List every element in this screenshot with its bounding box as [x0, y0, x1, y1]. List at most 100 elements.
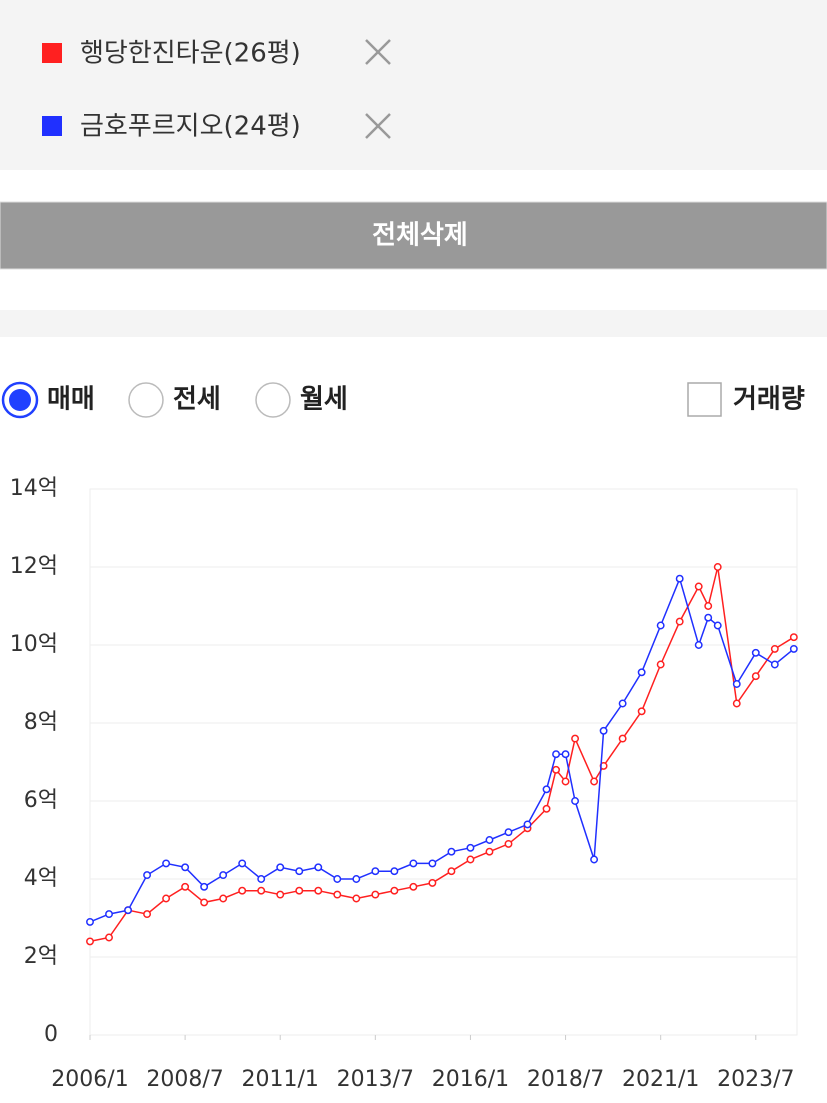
radio-label[interactable]: 매매 — [47, 385, 95, 415]
point — [694, 582, 703, 591]
radio-label[interactable]: 월세 — [300, 385, 348, 415]
delete-all-button[interactable]: 전체삭제 — [0, 201, 827, 270]
point — [200, 898, 209, 907]
point — [409, 882, 418, 891]
point — [552, 750, 560, 759]
point — [390, 867, 399, 876]
series-line — [89, 576, 795, 923]
point — [409, 859, 418, 868]
point — [428, 859, 437, 868]
point — [162, 894, 171, 903]
checkbox[interactable] — [687, 382, 722, 417]
point — [504, 839, 513, 848]
radio-group: 매매 전세 월세 — [1, 381, 348, 419]
divider — [0, 310, 827, 337]
x-tick-label: 2006/1 — [51, 1067, 128, 1092]
point — [314, 886, 323, 895]
point — [447, 867, 456, 876]
plot-frame — [89, 488, 798, 1036]
x-tick-label: 2016/1 — [432, 1067, 509, 1092]
point — [238, 859, 247, 868]
filter-item: 행당한진타운(26평) — [42, 39, 391, 69]
point — [770, 660, 779, 669]
y-tick-label: 0 — [44, 1022, 58, 1047]
point — [295, 886, 304, 895]
point — [618, 699, 627, 708]
point — [789, 644, 798, 653]
point — [295, 867, 304, 876]
point — [656, 621, 665, 630]
point — [219, 871, 228, 880]
point — [162, 859, 171, 868]
color-swatch — [42, 43, 62, 63]
y-tick-label: 14억 — [10, 476, 58, 501]
x-tick-label: 2018/7 — [527, 1067, 604, 1092]
point — [590, 777, 599, 786]
button-label[interactable]: 전체삭제 — [372, 221, 468, 251]
point — [105, 910, 113, 919]
point — [466, 843, 475, 852]
y-tick-label: 12억 — [10, 554, 58, 579]
button-bg[interactable] — [0, 201, 827, 270]
series-line — [89, 566, 795, 943]
point — [105, 933, 113, 942]
checkbox-label[interactable]: 거래량 — [733, 385, 805, 415]
point — [86, 937, 94, 946]
point — [428, 878, 437, 887]
point — [314, 863, 323, 872]
point — [552, 765, 560, 774]
y-tick-label: 2억 — [24, 944, 58, 969]
filter-label: 행당한진타운(26평) — [80, 39, 301, 69]
volume-checkbox[interactable]: 거래량 — [687, 382, 805, 417]
point — [181, 882, 190, 891]
point — [542, 785, 551, 794]
point — [590, 855, 599, 864]
point — [143, 910, 152, 919]
point — [181, 863, 190, 872]
point — [656, 660, 665, 669]
point — [713, 621, 722, 630]
point — [694, 641, 703, 649]
remove-icon[interactable] — [365, 39, 391, 65]
point — [571, 797, 580, 805]
point — [732, 699, 741, 708]
point — [523, 820, 532, 829]
point — [599, 726, 608, 735]
point — [219, 894, 228, 903]
point — [675, 617, 684, 626]
point — [333, 875, 342, 883]
point — [542, 804, 551, 813]
point — [466, 855, 475, 864]
point — [561, 777, 570, 786]
radio-dot[interactable] — [9, 389, 31, 411]
filter-panel — [0, 0, 827, 170]
remove-icon[interactable] — [365, 113, 391, 139]
x-tick-label: 2021/1 — [622, 1067, 699, 1092]
x-tick-label: 2023/7 — [717, 1067, 794, 1092]
point — [124, 906, 132, 915]
radio[interactable] — [128, 382, 164, 418]
radio[interactable] — [255, 382, 291, 418]
point — [257, 875, 266, 883]
point — [704, 613, 713, 622]
point — [485, 847, 494, 856]
point — [704, 602, 713, 610]
radio-label[interactable]: 전세 — [173, 385, 221, 415]
point — [390, 886, 399, 895]
point — [751, 672, 760, 681]
point — [352, 894, 361, 903]
x-tick-label: 2013/7 — [337, 1067, 414, 1092]
x-tick-label: 2008/7 — [146, 1067, 223, 1092]
point — [276, 890, 285, 899]
filter-item: 금호푸르지오(24평) — [42, 112, 391, 142]
point — [257, 886, 266, 895]
point — [675, 574, 684, 583]
point — [352, 875, 361, 883]
point — [571, 734, 580, 743]
point — [86, 917, 94, 926]
chart: 0 2억 4억 6억 8억 10억 12억 14억 2006/1 2008/7 2011/1 2013… — [10, 476, 798, 1092]
filter-label: 금호푸르지오(24평) — [80, 112, 301, 142]
point — [276, 863, 285, 872]
